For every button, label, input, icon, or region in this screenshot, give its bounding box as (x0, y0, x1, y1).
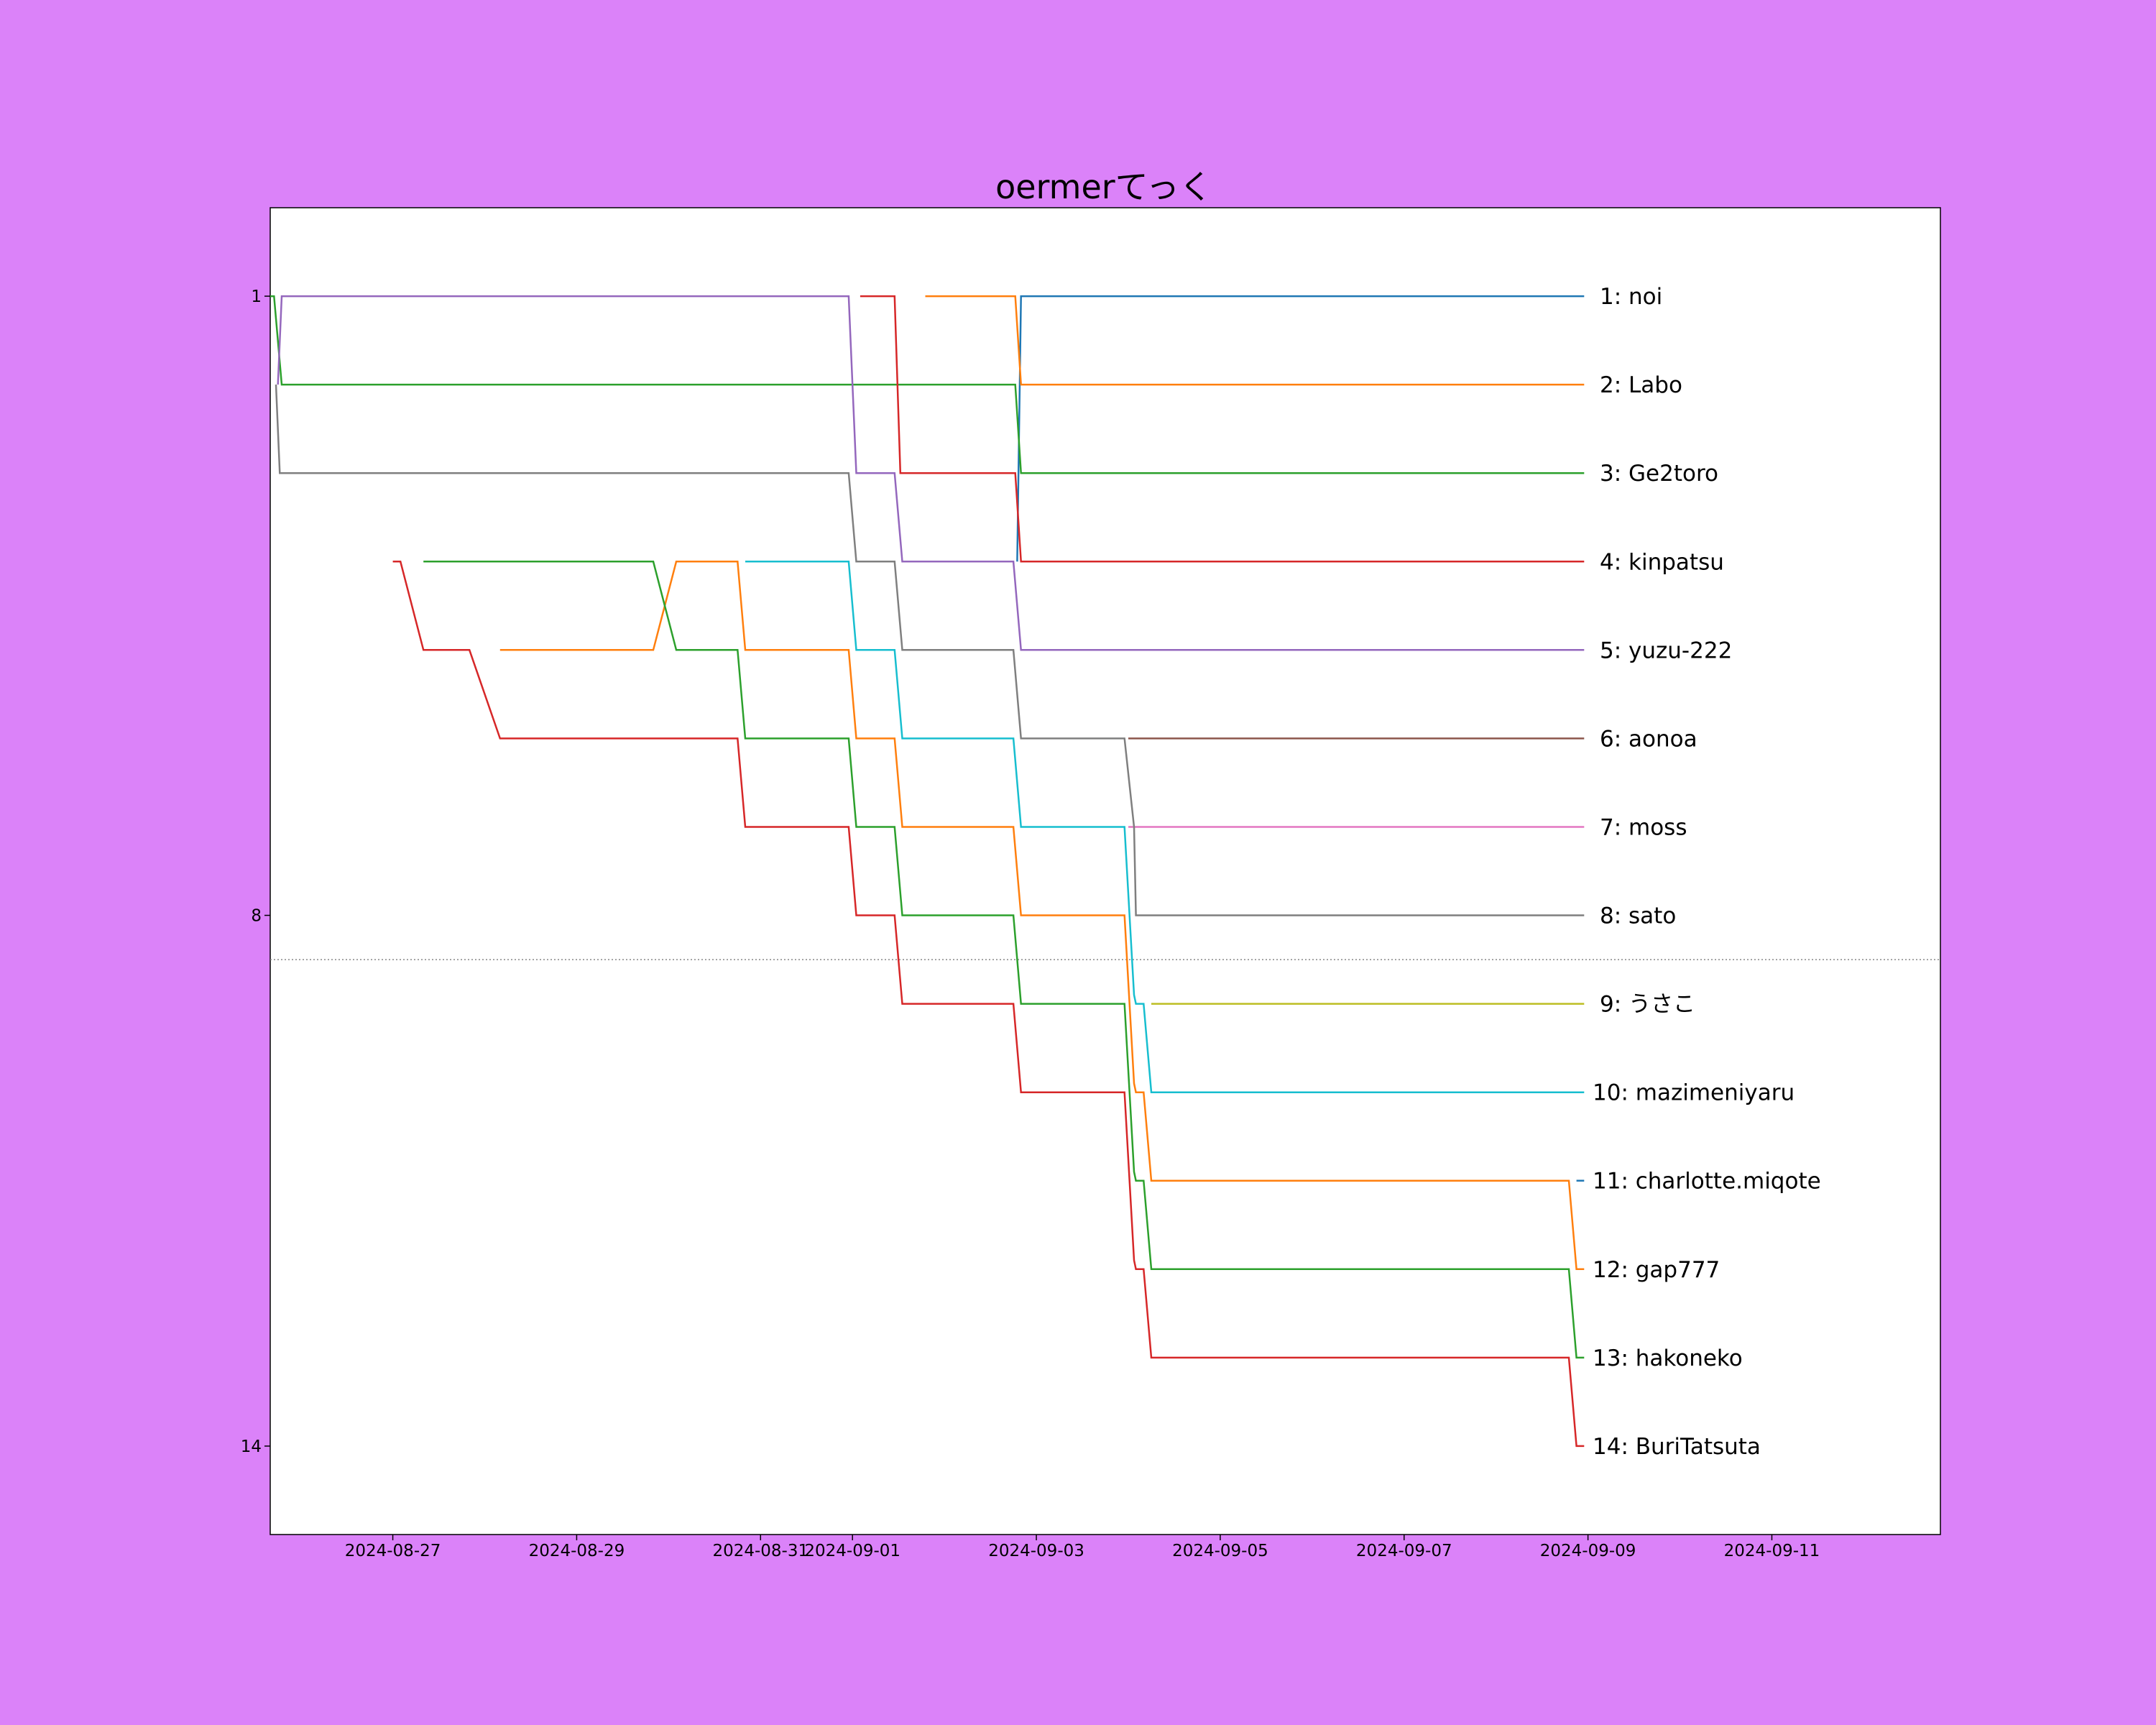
series-label-13: 13: hakoneko (1593, 1346, 1743, 1371)
series-line-3 (270, 295, 1585, 474)
x-tick-label-2024-09-11: 2024-09-11 (1724, 1542, 1820, 1560)
series-labels: 1: noi 2: Labo 3: Ge2toro 4: kinpatsu 5: yuz… (1593, 284, 1821, 1460)
series-label-14: 14: BuriTatsuta (1593, 1434, 1761, 1460)
series-label-2: 2: Labo (1600, 372, 1682, 398)
x-tick-label-2024-09-03: 2024-09-03 (988, 1542, 1084, 1560)
series-label-8: 8: sato (1600, 903, 1676, 929)
series-line-13 (423, 561, 1585, 1359)
series-line-10 (745, 561, 1585, 1093)
series-label-11: 11: charlotte.miqote (1593, 1169, 1821, 1195)
x-tick-label-2024-09-05: 2024-09-05 (1172, 1542, 1268, 1560)
series-line-4 (860, 295, 1585, 563)
series-label-9: 9: うさこ (1600, 992, 1695, 1018)
x-tick-label-2024-08-27: 2024-08-27 (345, 1542, 441, 1560)
series-label-12: 12: gap777 (1593, 1257, 1720, 1283)
x-tick-label-2024-09-07: 2024-09-07 (1356, 1542, 1452, 1560)
chart-title: oermerてっく (995, 167, 1212, 206)
series-line-5 (277, 295, 1585, 651)
series-label-5: 5: yuzu-222 (1600, 638, 1732, 663)
series-label-10: 10: mazimeniyaru (1593, 1080, 1795, 1106)
x-tick-label-2024-08-31: 2024-08-31 (712, 1542, 808, 1560)
series-label-7: 7: moss (1600, 814, 1687, 840)
series-line-8 (275, 385, 1585, 916)
plot-area (270, 207, 1941, 1535)
x-tick-label-2024-08-29: 2024-08-29 (529, 1542, 625, 1560)
plot-marks (270, 295, 1940, 1448)
x-tick-label-2024-09-09: 2024-09-09 (1540, 1542, 1636, 1560)
y-tick-label-1: 1 (251, 288, 262, 306)
series-label-1: 1: noi (1600, 284, 1662, 310)
series-line-12 (499, 561, 1585, 1271)
series-label-4: 4: kinpatsu (1600, 549, 1724, 575)
series-label-3: 3: Ge2toro (1600, 461, 1718, 487)
series-line-2 (925, 295, 1585, 386)
series-line-1 (1016, 295, 1585, 562)
series-line-14 (392, 561, 1585, 1448)
x-tick-label-2024-09-01: 2024-09-01 (804, 1542, 900, 1560)
y-tick-label-8: 8 (251, 907, 262, 926)
y-tick-label-14: 14 (241, 1438, 262, 1456)
series-label-6: 6: aonoa (1600, 726, 1697, 752)
